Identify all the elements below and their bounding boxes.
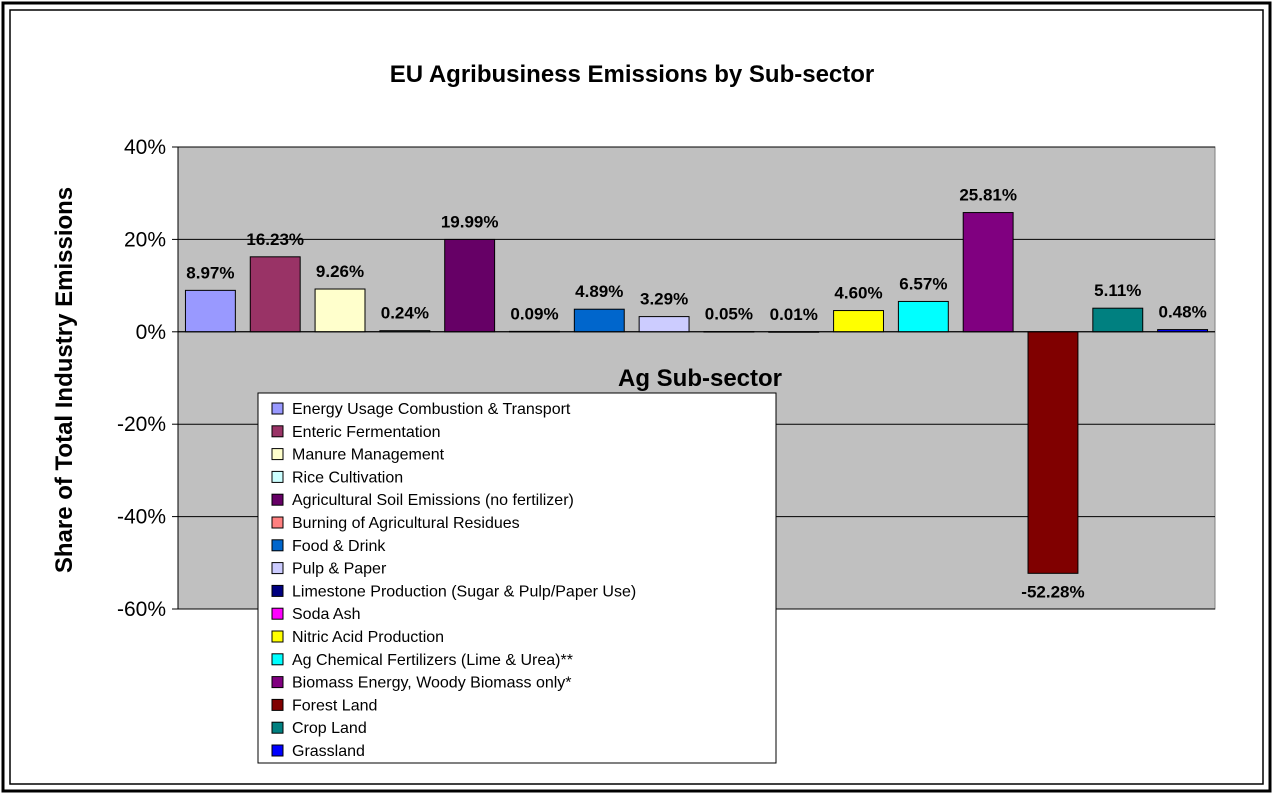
bar bbox=[184, 289, 236, 333]
legend-entry: Crop Land bbox=[292, 720, 367, 737]
y-tick-label: 20% bbox=[124, 228, 166, 251]
y-tick-label: -60% bbox=[117, 598, 166, 621]
data-label: 8.97% bbox=[186, 263, 234, 282]
bar bbox=[638, 316, 690, 333]
bar bbox=[1092, 307, 1144, 333]
y-tick-label: -40% bbox=[117, 506, 166, 529]
data-label: 0.09% bbox=[510, 304, 558, 323]
bar bbox=[444, 238, 496, 333]
legend-swatch bbox=[271, 562, 284, 575]
bar bbox=[962, 212, 1014, 333]
data-label: 4.89% bbox=[575, 282, 623, 301]
legend-swatch bbox=[271, 584, 284, 597]
data-label: 0.24% bbox=[381, 304, 429, 323]
bar bbox=[897, 300, 949, 333]
bar bbox=[314, 288, 366, 333]
bar bbox=[573, 308, 625, 333]
chart-title: EU Agribusiness Emissions by Sub-sector bbox=[390, 61, 875, 88]
legend-swatch bbox=[271, 630, 284, 643]
legend-entry: Biomass Energy, Woody Biomass only* bbox=[292, 675, 572, 692]
legend-entry: Nitric Acid Production bbox=[292, 629, 444, 646]
legend-swatch bbox=[271, 448, 284, 461]
legend-swatch bbox=[271, 402, 284, 415]
data-labels: 8.97% 16.23% 9.26% 0.24% 19.99% 0.09% 4.89% 3.2… bbox=[186, 186, 1206, 602]
y-tick-label: 40% bbox=[124, 136, 166, 159]
data-label: 0.01% bbox=[770, 305, 818, 324]
legend-swatch bbox=[271, 607, 284, 620]
legend-entry: Pulp & Paper bbox=[292, 561, 387, 578]
legend-entry: Enteric Fermentation bbox=[292, 424, 441, 441]
bars bbox=[178, 212, 1215, 574]
legend-entry: Energy Usage Combustion & Transport bbox=[292, 401, 571, 418]
bar bbox=[833, 310, 884, 333]
legend-entry: Limestone Production (Sugar & Pulp/Paper… bbox=[292, 583, 636, 600]
legend-swatch bbox=[271, 698, 284, 711]
legend-entry: Grassland bbox=[292, 743, 365, 760]
data-label: 16.23% bbox=[246, 230, 304, 249]
legend-box bbox=[257, 392, 777, 764]
legend-entry: Ag Chemical Fertilizers (Lime & Urea)** bbox=[292, 652, 573, 669]
data-label: 19.99% bbox=[441, 212, 499, 231]
y-tick-label: -20% bbox=[117, 413, 166, 436]
legend-swatch bbox=[271, 493, 284, 506]
data-label: 3.29% bbox=[640, 290, 688, 309]
legend-swatch bbox=[271, 539, 284, 552]
y-tick-label: 0% bbox=[136, 321, 166, 344]
data-label: -52.28% bbox=[1021, 582, 1084, 601]
legend-entry: Rice Cultivation bbox=[292, 469, 403, 486]
legend-entry: Burning of Agricultural Residues bbox=[292, 515, 520, 532]
data-label: 0.05% bbox=[705, 305, 753, 324]
data-label: 4.60% bbox=[834, 284, 882, 303]
inner-border bbox=[9, 9, 1264, 785]
legend-swatch bbox=[271, 676, 284, 689]
data-label: 6.57% bbox=[899, 274, 947, 293]
legend: Energy Usage Combustion & Transport Enter… bbox=[257, 392, 777, 764]
y-axis: 40% 20% 0% -20% -40% -60% bbox=[117, 136, 179, 621]
legend-swatch bbox=[271, 653, 284, 666]
legend-entry: Forest Land bbox=[292, 697, 377, 714]
data-label: 25.81% bbox=[959, 186, 1017, 205]
legend-entry: Manure Management bbox=[292, 447, 445, 464]
legend-entry: Agricultural Soil Emissions (no fertiliz… bbox=[292, 492, 574, 509]
legend-swatch bbox=[271, 516, 284, 529]
bar bbox=[1027, 331, 1079, 574]
legend-swatch bbox=[271, 470, 284, 483]
legend-entry: Food & Drink bbox=[292, 538, 386, 555]
bar bbox=[249, 256, 301, 333]
x-axis-title: Ag Sub-sector bbox=[618, 365, 782, 392]
data-label: 5.11% bbox=[1094, 281, 1141, 300]
legend-swatch bbox=[271, 744, 284, 757]
legend-swatch bbox=[271, 721, 284, 734]
data-label: 9.26% bbox=[316, 262, 364, 281]
data-label: 0.48% bbox=[1158, 303, 1206, 322]
y-axis-title: Share of Total Industry Emissions bbox=[51, 187, 78, 573]
legend-entry: Soda Ash bbox=[292, 606, 361, 623]
legend-swatch bbox=[271, 425, 284, 438]
